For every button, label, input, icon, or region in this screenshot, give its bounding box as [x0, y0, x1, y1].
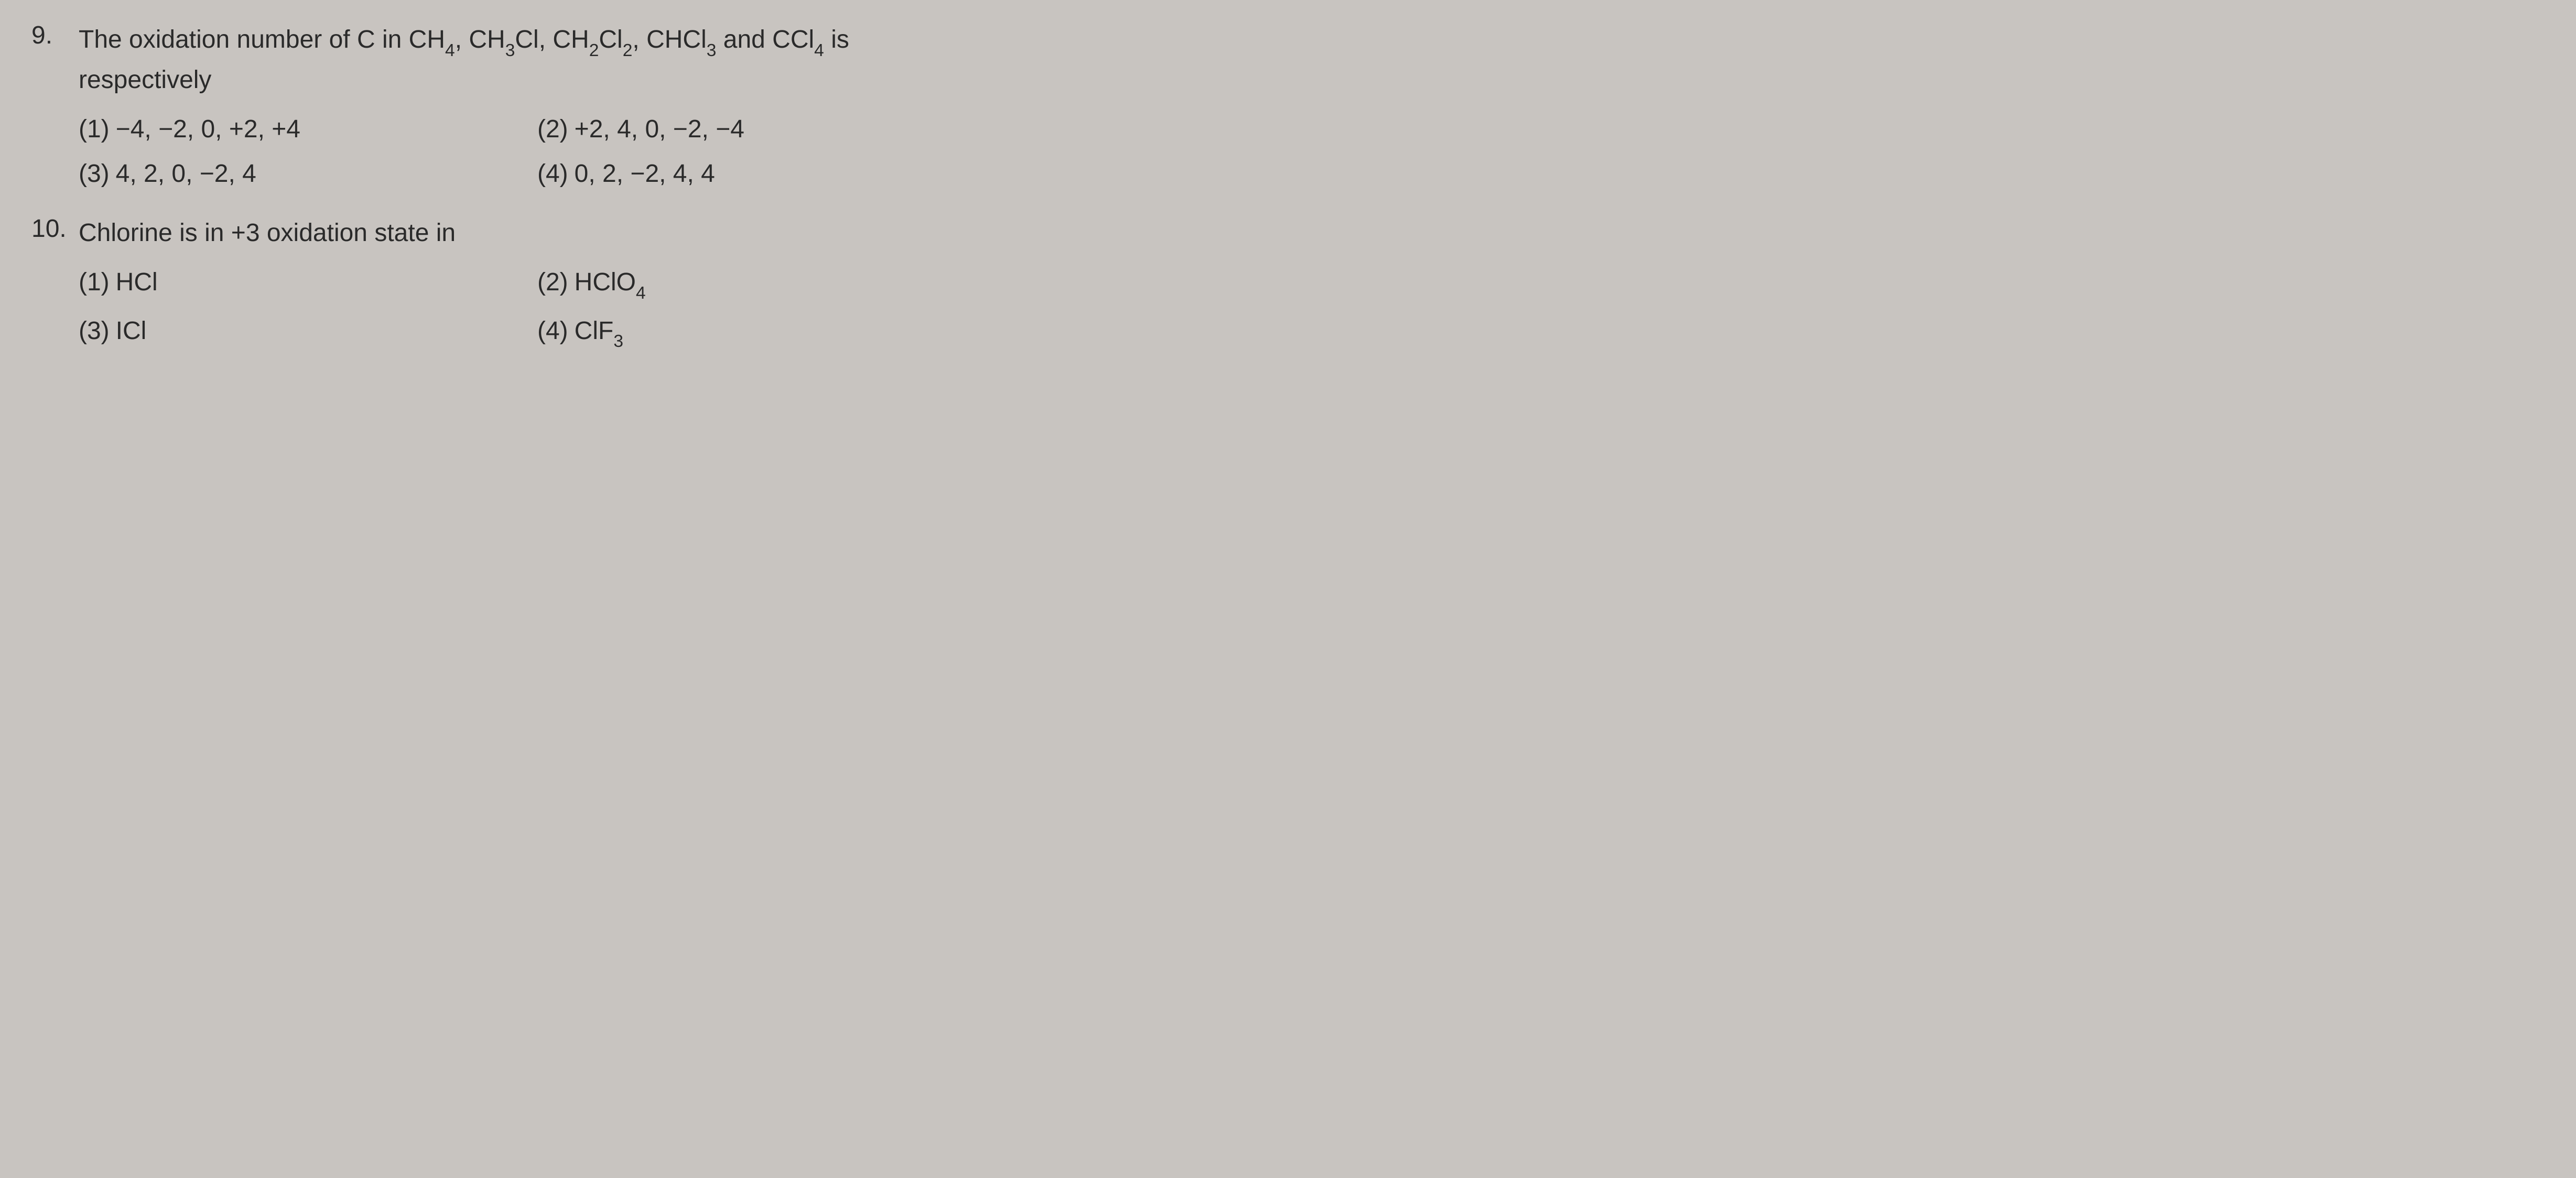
q10-option-1: (1) HCl — [79, 268, 516, 301]
q9-t6: and CCl — [716, 26, 814, 53]
page-content: 9. The oxidation number of C in CH4, CH3… — [31, 21, 975, 349]
question-10-number: 10. — [31, 214, 79, 243]
q10-opt4-sub: 3 — [613, 332, 623, 351]
question-9: 9. The oxidation number of C in CH4, CH3… — [31, 21, 975, 188]
q9-option-4: (4) 0, 2, −2, 4, 4 — [537, 159, 975, 188]
q10-opt4-main: ClF — [575, 317, 614, 345]
q9-opt1-text: −4, −2, 0, +2, +4 — [116, 115, 300, 144]
q9-opt2-text: +2, 4, 0, −2, −4 — [575, 115, 744, 144]
question-9-number: 9. — [31, 21, 79, 50]
q9-sub6: 4 — [814, 41, 824, 60]
q9-sub5: 3 — [707, 41, 717, 60]
q10-opt1-text: HCl — [116, 268, 158, 301]
q9-sub2: 3 — [505, 41, 515, 60]
q10-option-3: (3) ICl — [79, 317, 516, 350]
q9-t4: Cl — [599, 26, 622, 53]
q10-opt1-main: HCl — [116, 268, 158, 296]
q9-sub4: 2 — [623, 41, 633, 60]
q9-opt2-label: (2) — [537, 115, 568, 144]
q9-sub1: 4 — [445, 41, 455, 60]
q9-option-3: (3) 4, 2, 0, −2, 4 — [79, 159, 516, 188]
q9-opt4-label: (4) — [537, 159, 568, 188]
q10-opt3-main: ICl — [116, 317, 147, 345]
q10-opt1-label: (1) — [79, 268, 110, 297]
q10-opt3-label: (3) — [79, 317, 110, 345]
q9-text-prefix: The oxidation number of C in CH — [79, 26, 445, 53]
q10-option-4: (4) ClF3 — [537, 317, 975, 350]
question-10-text: Chlorine is in +3 oxidation state in — [79, 214, 456, 252]
q10-opt4-label: (4) — [537, 317, 568, 345]
q10-opt2-sub: 4 — [636, 283, 646, 303]
question-10: 10. Chlorine is in +3 oxidation state in… — [31, 214, 975, 349]
question-9-text: The oxidation number of C in CH4, CH3Cl,… — [79, 21, 975, 99]
q9-option-1: (1) −4, −2, 0, +2, +4 — [79, 115, 516, 144]
question-9-options: (1) −4, −2, 0, +2, +4 (2) +2, 4, 0, −2, … — [79, 115, 975, 188]
question-10-header: 10. Chlorine is in +3 oxidation state in — [31, 214, 975, 252]
q9-t2: , CH — [455, 26, 505, 53]
question-10-options: (1) HCl (2) HClO4 (3) ICl (4) ClF3 — [79, 268, 975, 349]
q9-t3: Cl, CH — [515, 26, 589, 53]
q10-opt4-text: ClF3 — [575, 317, 623, 350]
q9-opt4-text: 0, 2, −2, 4, 4 — [575, 159, 715, 188]
q9-opt3-label: (3) — [79, 159, 110, 188]
q9-opt1-label: (1) — [79, 115, 110, 144]
q9-t5: , CHCl — [632, 26, 706, 53]
q10-opt2-text: HClO4 — [575, 268, 646, 301]
question-9-header: 9. The oxidation number of C in CH4, CH3… — [31, 21, 975, 99]
q9-opt3-text: 4, 2, 0, −2, 4 — [116, 159, 256, 188]
q9-option-2: (2) +2, 4, 0, −2, −4 — [537, 115, 975, 144]
q10-opt2-main: HClO — [575, 268, 636, 296]
q10-opt2-label: (2) — [537, 268, 568, 297]
q10-opt3-text: ICl — [116, 317, 147, 350]
q10-option-2: (2) HClO4 — [537, 268, 975, 301]
q9-sub3: 2 — [589, 41, 599, 60]
